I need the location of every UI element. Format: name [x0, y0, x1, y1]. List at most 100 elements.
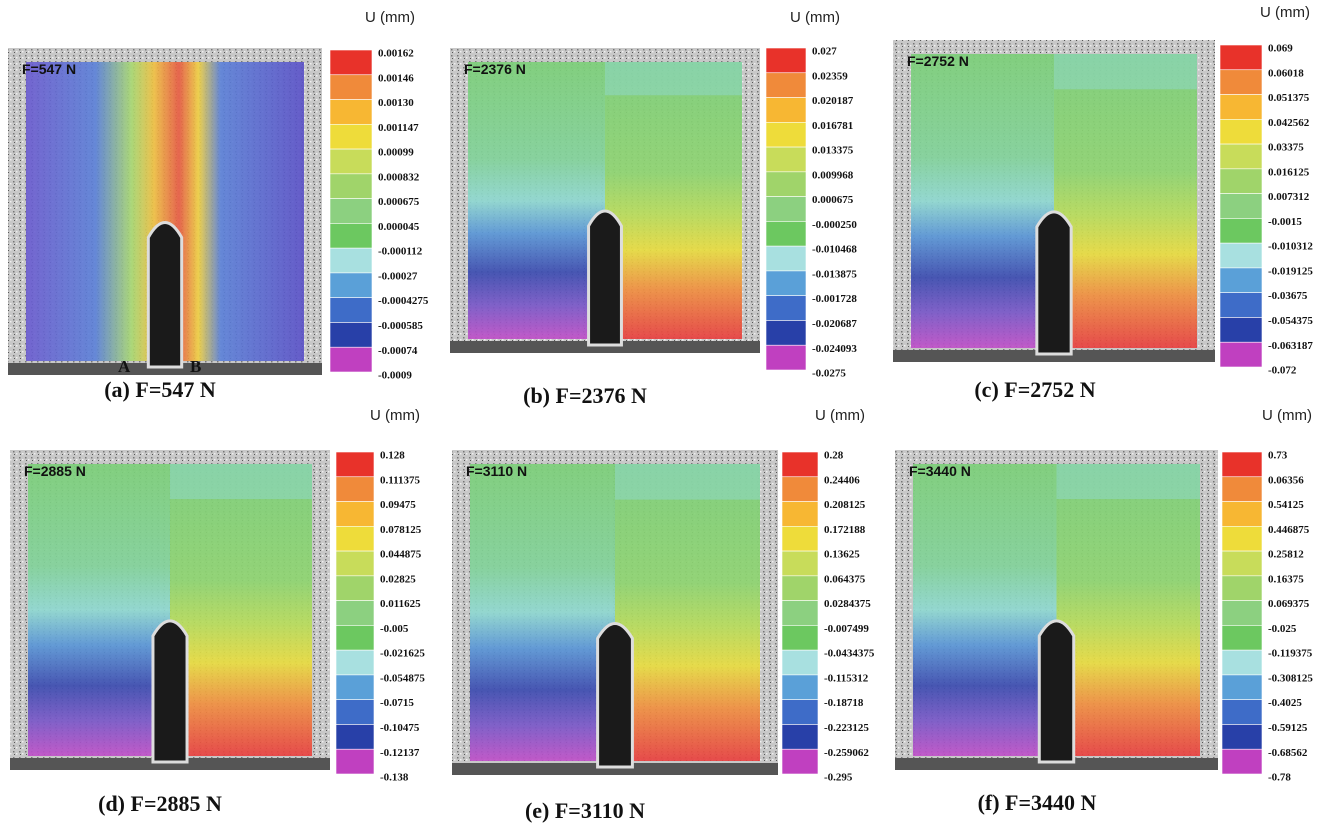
colorbar-bin — [1219, 44, 1263, 71]
force-label: F=3440 N — [909, 463, 971, 479]
caption: (f) F=3440 N — [978, 790, 1097, 815]
field-right — [1054, 54, 1197, 348]
colorbar-bin — [1219, 292, 1263, 318]
colorbar-bin — [765, 344, 807, 371]
panel: F=3440 N 0.73 0.06356 0.54125 0.446875 0.2581… — [895, 407, 1313, 815]
colorbar-label: 0.042562 — [1268, 117, 1310, 129]
colorbar-bin — [1219, 193, 1263, 219]
field-left — [470, 464, 615, 761]
colorbar-label: -0.115312 — [824, 672, 869, 684]
colorbar-bin — [335, 575, 375, 601]
colorbar-bin — [335, 625, 375, 651]
colorbar-bin — [329, 124, 373, 150]
colorbar-label: -0.072 — [1268, 365, 1297, 377]
colorbar-bin — [1221, 699, 1263, 725]
colorbar-bin — [335, 451, 375, 478]
colorbar-label: -0.001728 — [812, 293, 857, 305]
colorbar-label: -0.0009 — [378, 370, 412, 382]
colorbar-label: 0.06356 — [1268, 474, 1304, 486]
force-label: F=2376 N — [464, 61, 526, 77]
unit-label: U (mm) — [1262, 407, 1312, 424]
colorbar-bin — [1219, 119, 1263, 145]
colorbar-bin — [1221, 748, 1263, 775]
colorbar-label: 0.00162 — [378, 48, 414, 60]
colorbar-bin — [335, 501, 375, 527]
colorbar-bin — [329, 272, 373, 298]
colorbar-label: -0.0434375 — [824, 648, 875, 660]
colorbar-label: 0.06018 — [1268, 67, 1304, 79]
colorbar-label: -0.0004275 — [378, 295, 429, 307]
colorbar-bin — [1219, 317, 1263, 343]
colorbar-bin — [1219, 143, 1263, 170]
colorbar-bin — [1219, 218, 1263, 244]
colorbar-label: 0.020187 — [812, 95, 854, 107]
colorbar-label: 0.000675 — [378, 196, 420, 208]
colorbar-label: -0.005 — [380, 623, 409, 635]
colorbar-label: 0.069375 — [1268, 598, 1310, 610]
colorbar-bin — [781, 649, 819, 676]
colorbar-bin — [335, 600, 375, 626]
colorbar-label: 0.73 — [1268, 450, 1288, 462]
colorbar-bin — [329, 99, 373, 125]
colorbar-bin — [329, 247, 373, 274]
colorbar-bin — [765, 47, 807, 74]
colorbar-label: -0.59125 — [1268, 722, 1308, 734]
colorbar-bin — [1219, 267, 1263, 293]
notch — [146, 221, 184, 369]
colorbar-bin — [765, 320, 807, 346]
colorbar-label: -0.0015 — [1268, 216, 1302, 228]
colorbar-bin — [765, 122, 807, 148]
colorbar-label: 0.446875 — [1268, 524, 1310, 536]
colorbar-label: -0.000585 — [378, 320, 423, 332]
colorbar-bin — [329, 173, 373, 199]
colorbar-label: -0.007499 — [824, 623, 869, 635]
colorbar-label: 0.027 — [812, 46, 837, 58]
unit-label: U (mm) — [365, 9, 415, 26]
colorbar-label: 0.078125 — [380, 524, 422, 536]
colorbar-bin — [329, 148, 373, 175]
colorbar-bin — [1221, 625, 1263, 651]
colorbar-bin — [1219, 242, 1263, 269]
colorbar-label: -0.00027 — [378, 270, 418, 282]
colorbar-bin — [335, 699, 375, 725]
field-left — [913, 464, 1057, 756]
colorbar-label: 0.0284375 — [824, 598, 871, 610]
field-right — [605, 62, 742, 339]
colorbar-bin — [335, 526, 375, 552]
colorbar-bin — [1221, 600, 1263, 626]
specimen-base — [10, 758, 330, 770]
colorbar-bin — [1221, 451, 1263, 478]
specimen-base — [8, 363, 322, 375]
notch — [587, 209, 623, 347]
colorbar-label: -0.223125 — [824, 722, 869, 734]
colorbar-label: -0.025 — [1268, 623, 1297, 635]
colorbar-bin — [765, 270, 807, 296]
colorbar-label: 0.16375 — [1268, 573, 1304, 585]
colorbar-label: 0.111375 — [380, 474, 421, 486]
colorbar-label: -0.18718 — [824, 697, 864, 709]
unit-label: U (mm) — [790, 9, 840, 26]
colorbar-bin — [335, 649, 375, 676]
field-right — [615, 464, 760, 761]
colorbar-bin — [1221, 649, 1263, 676]
colorbar-label: 0.000045 — [378, 221, 420, 233]
colorbar-bin — [1219, 94, 1263, 120]
colorbar-label: -0.0275 — [812, 368, 846, 380]
colorbar-bin — [329, 346, 373, 373]
field-top — [1056, 464, 1200, 500]
colorbar-label: 0.044875 — [380, 549, 422, 561]
colorbar-label: -0.68562 — [1268, 747, 1308, 759]
caption: (e) F=3110 N — [525, 798, 645, 823]
specimen-base — [893, 350, 1215, 362]
colorbar-label: 0.02359 — [812, 70, 848, 82]
colorbar-label: 0.051375 — [1268, 92, 1310, 104]
colorbar-bin — [781, 625, 819, 651]
colorbar-label: -0.295 — [824, 772, 853, 784]
colorbar-bin — [781, 526, 819, 552]
field-left — [911, 54, 1054, 348]
colorbar-bin — [765, 97, 807, 123]
field-top — [170, 464, 312, 500]
colorbar-label: 0.007312 — [1268, 191, 1310, 203]
colorbar-bin — [329, 322, 373, 348]
colorbar-bin — [329, 198, 373, 224]
